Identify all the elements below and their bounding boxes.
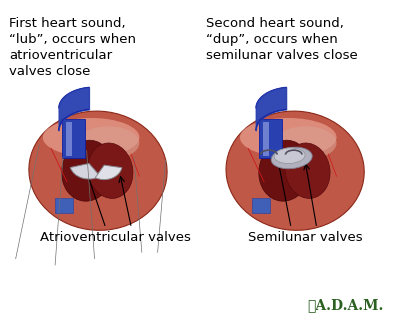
- Ellipse shape: [29, 111, 167, 230]
- Text: First heart sound,
“lub”, occurs when
atrioventricular
valves close: First heart sound, “lub”, occurs when at…: [9, 17, 136, 78]
- Ellipse shape: [274, 148, 305, 164]
- Text: Semilunar valves: Semilunar valves: [248, 231, 362, 244]
- Ellipse shape: [259, 140, 311, 201]
- Wedge shape: [95, 165, 122, 180]
- Ellipse shape: [285, 143, 330, 198]
- Text: ✶A.D.A.M.: ✶A.D.A.M.: [308, 298, 384, 312]
- Text: Second heart sound,
“dup”, occurs when
semilunar valves close: Second heart sound, “dup”, occurs when s…: [206, 17, 358, 62]
- Ellipse shape: [77, 126, 139, 160]
- Ellipse shape: [43, 118, 139, 157]
- Bar: [252, 198, 270, 213]
- Ellipse shape: [62, 140, 114, 201]
- Ellipse shape: [271, 147, 312, 169]
- Ellipse shape: [88, 143, 133, 198]
- Text: Atrioventricular valves: Atrioventricular valves: [40, 231, 191, 244]
- Ellipse shape: [240, 118, 336, 157]
- Wedge shape: [70, 164, 100, 179]
- Ellipse shape: [226, 111, 364, 230]
- Bar: [66, 123, 72, 156]
- Bar: [263, 123, 269, 156]
- Bar: [259, 119, 282, 158]
- Bar: [55, 198, 73, 213]
- Bar: [62, 119, 85, 158]
- Ellipse shape: [274, 126, 336, 160]
